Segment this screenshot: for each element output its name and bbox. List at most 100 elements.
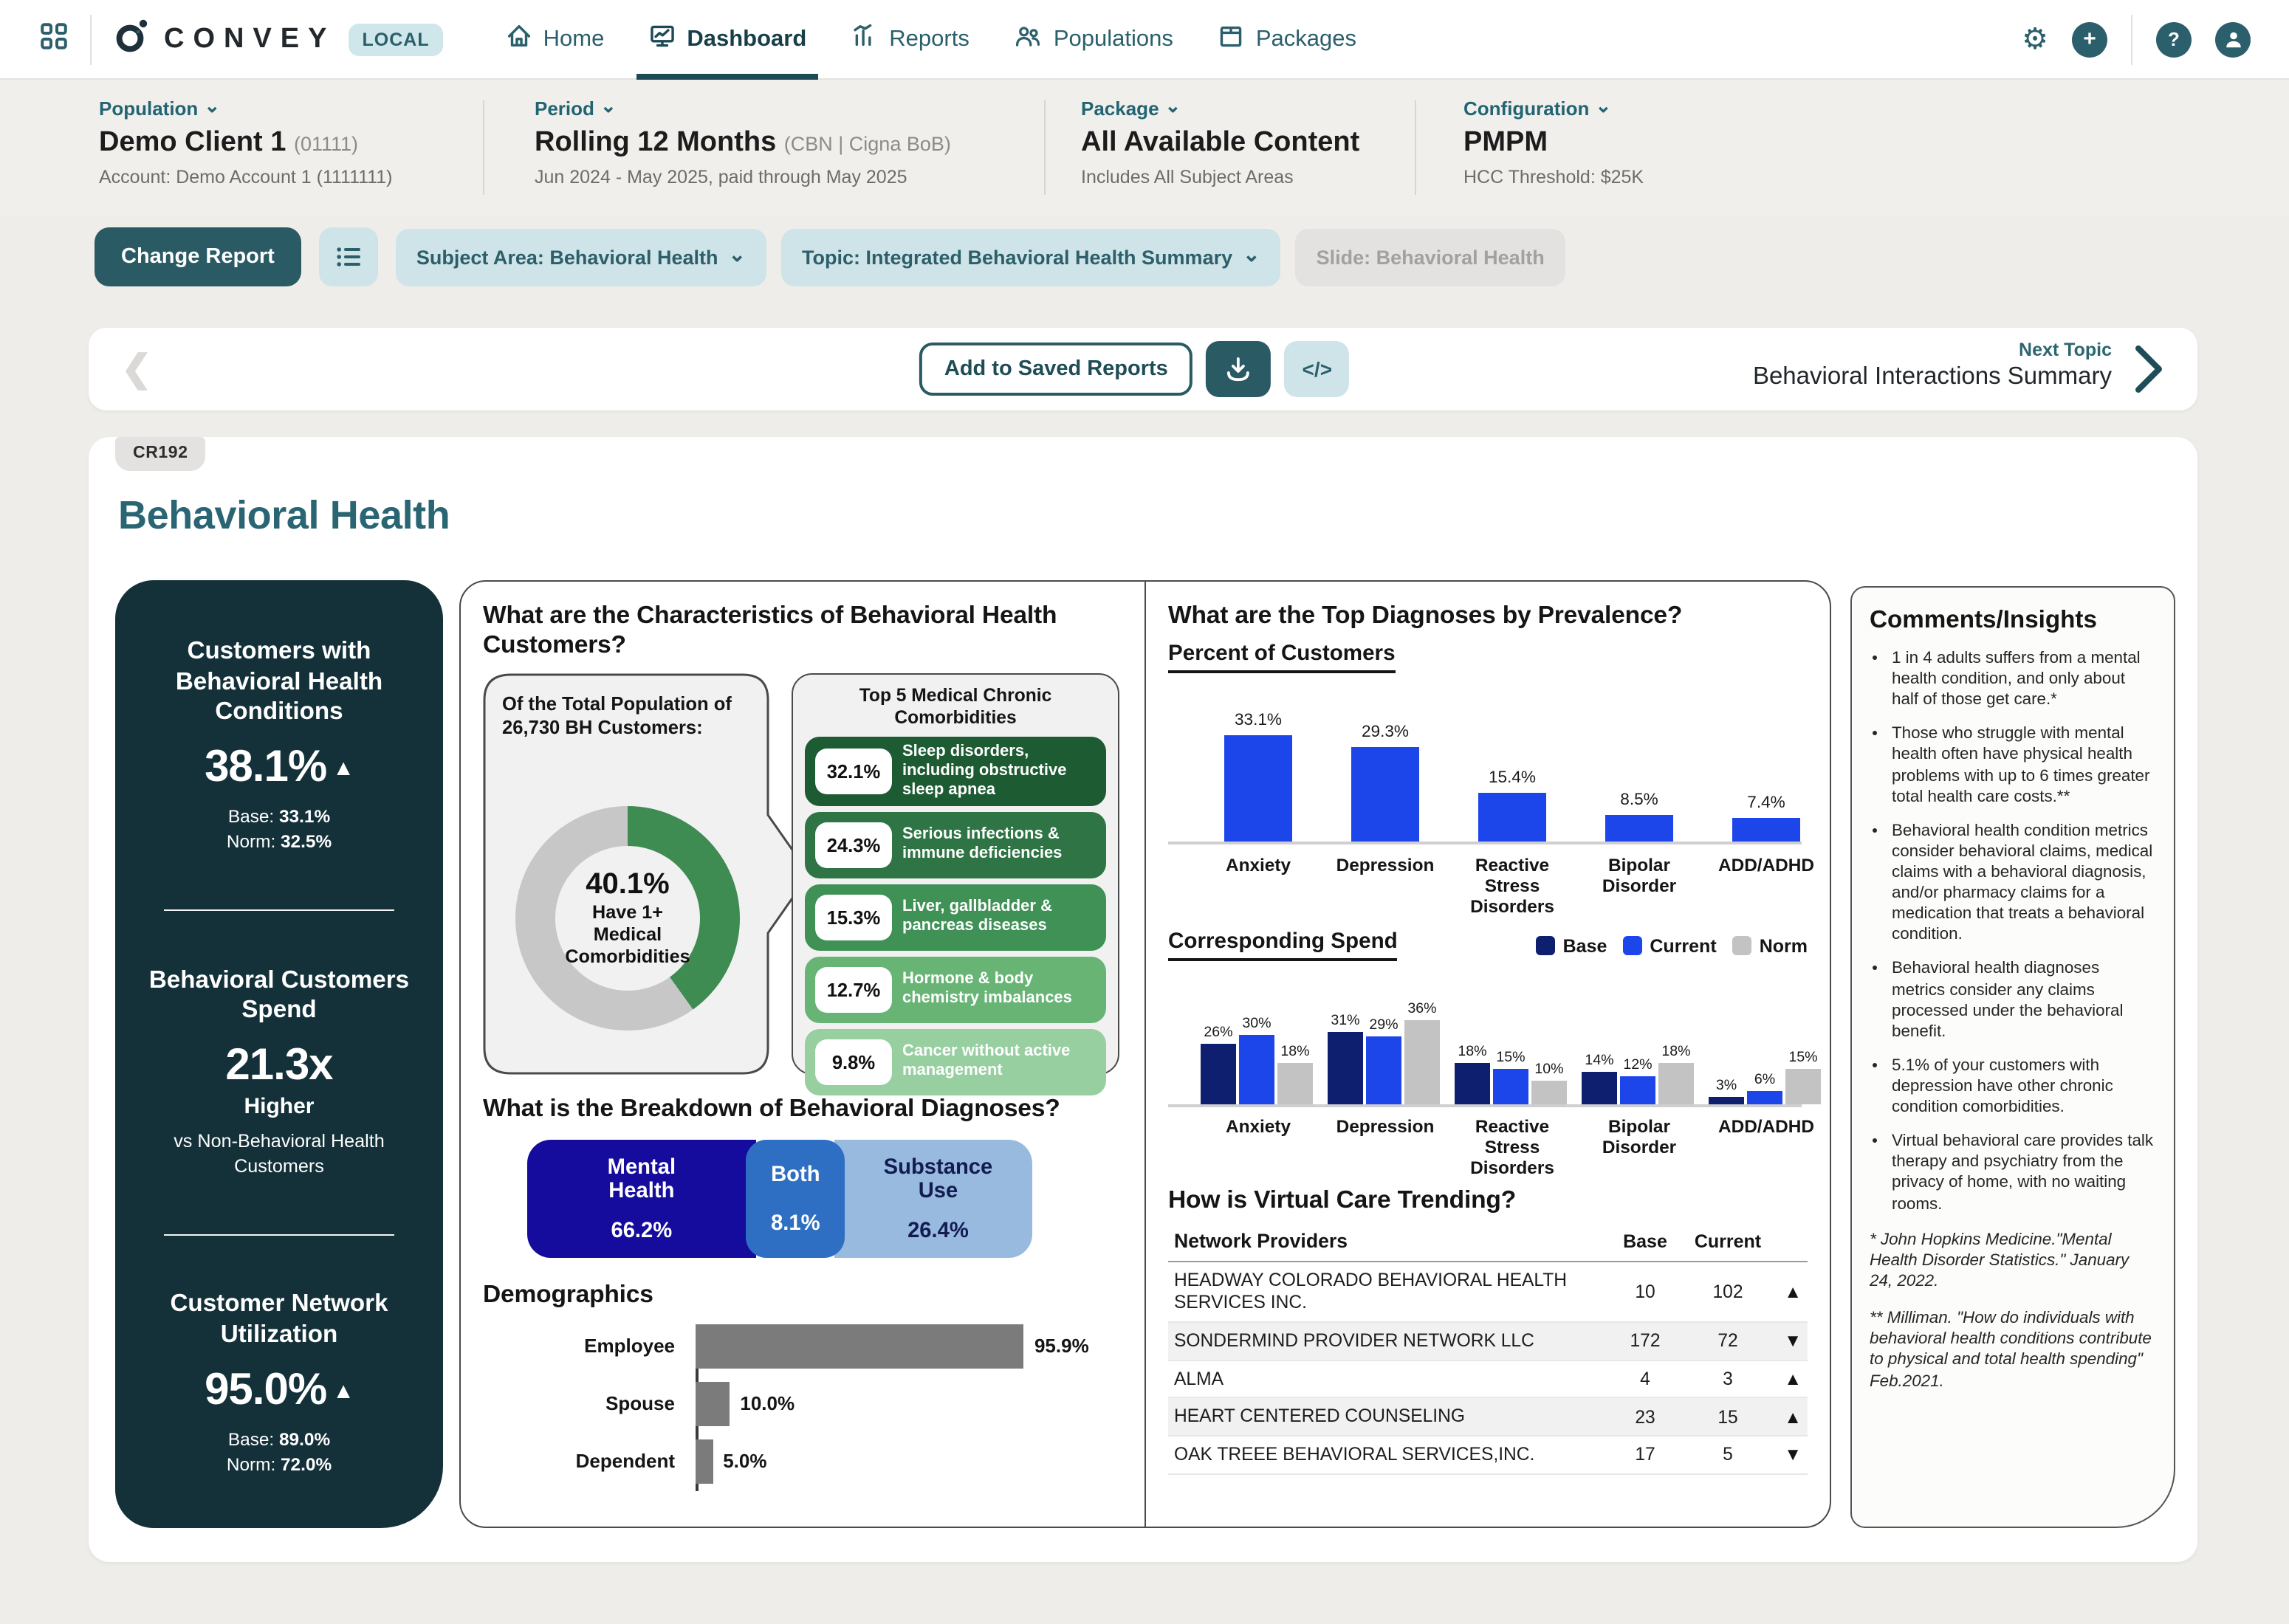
comorbidity-label: Hormone & body chemistry imbalances bbox=[902, 970, 1072, 1008]
diagnoses-heading: What are the Top Diagnoses by Prevalence… bbox=[1168, 601, 1683, 629]
comorbidity-row: 24.3% Serious infections & immune deficie… bbox=[805, 811, 1106, 878]
segment-value: 66.2% bbox=[611, 1219, 673, 1244]
demographics-heading: Demographics bbox=[483, 1280, 653, 1309]
comment-footnote: ** Milliman. "How do individuals with be… bbox=[1870, 1309, 2152, 1391]
nav-right-cluster: ⚙ + ? bbox=[2022, 14, 2251, 64]
provider-base: 23 bbox=[1635, 1406, 1655, 1428]
next-topic-chevron-icon[interactable] bbox=[2132, 344, 2165, 402]
comorbidity-label: Liver, gallbladder & pancreas diseases bbox=[902, 898, 1052, 935]
diagnoses-column: What are the Top Diagnoses by Prevalence… bbox=[1146, 582, 1830, 1527]
characteristics-row: Of the Total Population of 26,730 BH Cus… bbox=[483, 673, 1122, 1095]
convey-logo[interactable]: CONVEY LOCAL bbox=[112, 16, 443, 62]
chevron-down-icon: ⌄ bbox=[1164, 94, 1181, 117]
population-callout: Of the Total Population of 26,730 BH Cus… bbox=[483, 674, 826, 1076]
context-label[interactable]: Configuration ⌄ bbox=[1463, 96, 1644, 120]
segment-label: Both bbox=[771, 1163, 820, 1188]
next-topic-nav[interactable]: Next Topic Behavioral Interactions Summa… bbox=[1753, 340, 2112, 391]
spend-header-row: Corresponding Spend Base Current Norm bbox=[1168, 930, 1808, 962]
embed-code-button[interactable]: </> bbox=[1284, 341, 1350, 397]
download-button[interactable] bbox=[1206, 341, 1272, 397]
provider-name: OAK TREEE BEHAVIORAL SERVICES,INC. bbox=[1174, 1444, 1535, 1465]
panel-divider bbox=[1144, 582, 1147, 1527]
report-list-icon-button[interactable] bbox=[318, 227, 378, 286]
prevalence-category-label: Depression bbox=[1336, 855, 1435, 876]
prevalence-value-label: 33.1% bbox=[1234, 711, 1283, 729]
dashboard-icon bbox=[648, 21, 676, 57]
filter-chip-disabled: Slide: Behavioral Health bbox=[1295, 228, 1565, 286]
table-header-row: Network Providers Base Current bbox=[1168, 1225, 1808, 1263]
next-topic-label: Next Topic bbox=[2019, 340, 2112, 360]
stat-title: Customer Network Utilization bbox=[170, 1289, 388, 1349]
user-profile-icon[interactable] bbox=[2215, 21, 2251, 57]
column-header-providers: Network Providers bbox=[1174, 1230, 1348, 1253]
nav-item-label: Reports bbox=[889, 26, 970, 51]
donut-value: 40.1% bbox=[586, 868, 670, 901]
demographics-label: Employee bbox=[584, 1335, 675, 1358]
table-body: HEADWAY COLORADO BEHAVIORAL HEALTH SERVI… bbox=[1168, 1263, 1808, 1475]
change-report-button[interactable]: Change Report bbox=[95, 227, 301, 286]
prevalence-chart: 33.1% Anxiety 29.3% Depression 15.4% Reactive… bbox=[1168, 679, 1814, 927]
provider-row: HEART CENTERED COUNSELING 23 15 ▲ bbox=[1168, 1398, 1808, 1437]
nav-item-packages[interactable]: Packages bbox=[1218, 0, 1356, 79]
app-grid-icon[interactable] bbox=[38, 20, 69, 58]
nav-item-home[interactable]: Home bbox=[505, 0, 604, 79]
convey-logo-icon bbox=[112, 16, 151, 62]
add-button[interactable]: + bbox=[2072, 21, 2107, 57]
filter-chip[interactable]: Subject Area: Behavioral Health ⌄ bbox=[395, 228, 766, 286]
context-package: Package ⌄ All Available Content Includes A… bbox=[1081, 94, 1360, 187]
demographics-value: 5.0% bbox=[723, 1450, 767, 1473]
spend-bar-current bbox=[1747, 1090, 1782, 1105]
spend-legend: Base Current Norm bbox=[1536, 935, 1808, 957]
context-value: All Available Content bbox=[1081, 127, 1360, 158]
filter-chip[interactable]: Topic: Integrated Behavioral Health Summ… bbox=[780, 228, 1281, 286]
context-label[interactable]: Package ⌄ bbox=[1081, 94, 1359, 120]
stat-note: vs Non-Behavioral Health Customers bbox=[174, 1131, 385, 1177]
comorbidity-label: Sleep disorders, including obstructive s… bbox=[902, 742, 1067, 799]
help-icon[interactable]: ? bbox=[2156, 21, 2192, 57]
comorbidity-percent: 9.8% bbox=[815, 1039, 892, 1085]
legend-item-current: Current bbox=[1623, 935, 1717, 957]
nav-item-populations[interactable]: Populations bbox=[1014, 0, 1173, 79]
demographics-row: Dependent 5.0% bbox=[483, 1437, 1122, 1484]
local-badge: LOCAL bbox=[349, 23, 443, 55]
context-label-text: Package bbox=[1081, 97, 1159, 120]
provider-name: HEART CENTERED COUNSELING bbox=[1174, 1405, 1466, 1427]
provider-base: 17 bbox=[1635, 1444, 1655, 1465]
nav-left-cluster: CONVEY LOCAL Home Dashboard Reports Populat… bbox=[38, 0, 1356, 79]
spend-category-label: ADD/ADHD bbox=[1718, 1116, 1814, 1138]
donut-label-line: Medical bbox=[593, 924, 662, 946]
legend-label: Current bbox=[1650, 935, 1717, 957]
prevalence-bar bbox=[1478, 792, 1546, 842]
demographics-chart: Employee 95.9% Spouse 10.0% Dependent 5.0% bbox=[483, 1322, 1122, 1493]
spend-bar-norm bbox=[1658, 1062, 1694, 1105]
next-topic-title: Behavioral Interactions Summary bbox=[1752, 363, 2112, 390]
context-subtext: Jun 2024 - May 2025, paid through May 20… bbox=[535, 167, 907, 187]
provider-base: 10 bbox=[1635, 1281, 1655, 1303]
add-to-saved-reports-button[interactable]: Add to Saved Reports bbox=[919, 343, 1193, 396]
prevalence-category-label: ADD/ADHD bbox=[1718, 855, 1814, 876]
previous-topic-chevron-icon[interactable]: ❮ bbox=[121, 348, 152, 390]
comments-title: Comments/Insights bbox=[1870, 605, 2097, 633]
report-code-badge: CR192 bbox=[115, 437, 206, 471]
chevron-down-icon: ⌄ bbox=[728, 241, 746, 266]
packages-icon bbox=[1218, 21, 1246, 57]
provider-name: ALMA bbox=[1174, 1368, 1224, 1389]
context-label[interactable]: Population ⌄ bbox=[99, 96, 392, 120]
context-label[interactable]: Period ⌄ bbox=[535, 96, 951, 120]
settings-gear-icon[interactable]: ⚙ bbox=[2022, 23, 2048, 55]
nav-item-dashboard[interactable]: Dashboard bbox=[636, 0, 819, 79]
spend-bar-current bbox=[1366, 1036, 1401, 1105]
spend-value-label: 12% bbox=[1623, 1057, 1653, 1074]
comorbidity-label: Cancer without active management bbox=[902, 1042, 1071, 1080]
filter-row: Change Report Subject Area: Behavioral H… bbox=[95, 224, 1565, 289]
corresponding-spend-label: Corresponding Spend bbox=[1168, 930, 1398, 962]
percent-of-customers-label: Percent of Customers bbox=[1168, 642, 1396, 674]
spend-value-label: 3% bbox=[1715, 1078, 1737, 1095]
spend-bar-current bbox=[1493, 1069, 1528, 1105]
comorbidity-percent: 24.3% bbox=[815, 822, 892, 868]
spend-bar-base bbox=[1582, 1072, 1617, 1105]
column-header-current: Current bbox=[1694, 1231, 1762, 1252]
nav-item-reports[interactable]: Reports bbox=[851, 0, 970, 79]
stat-group: Customer Network Utilization 95.0% ▲ Base: … bbox=[139, 1290, 419, 1478]
populations-icon bbox=[1014, 21, 1043, 57]
